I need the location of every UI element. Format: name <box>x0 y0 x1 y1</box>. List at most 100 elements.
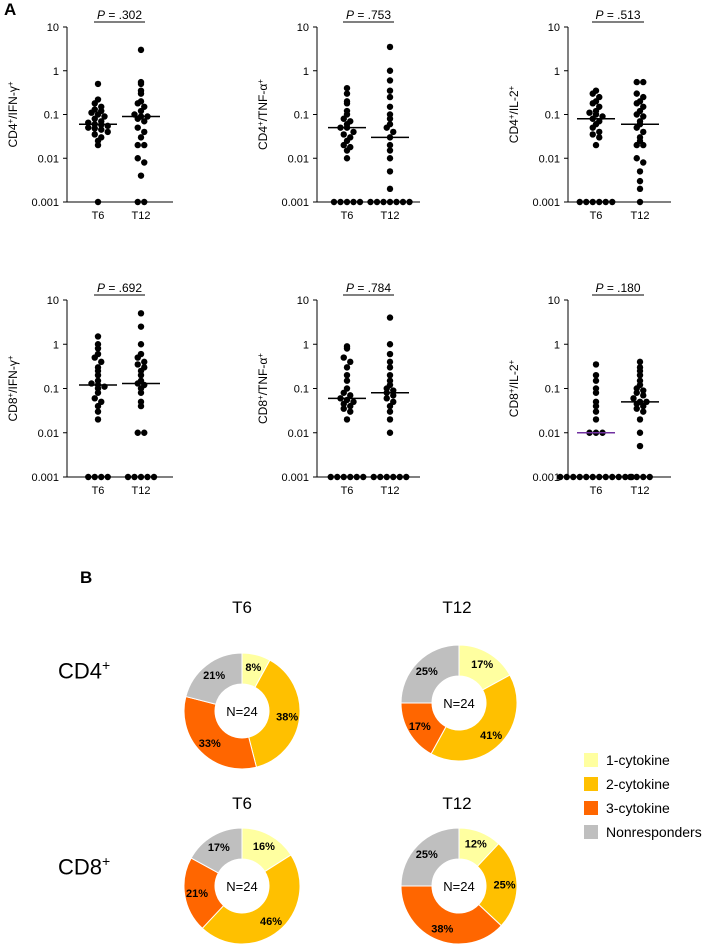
y-tick-label: 10 <box>297 295 309 307</box>
legend-item: 2-cytokine <box>584 772 702 796</box>
data-point <box>337 198 344 206</box>
data-point <box>343 364 351 371</box>
data-point <box>383 124 390 131</box>
data-point <box>141 141 148 149</box>
p-symbol: P <box>97 281 105 295</box>
p-value-label: P = .513 <box>595 8 640 22</box>
data-point <box>386 141 394 149</box>
p-value-text: = .302 <box>105 8 142 22</box>
panel-b-label: B <box>80 568 93 587</box>
data-point <box>124 473 132 481</box>
label-part: /IL-2 <box>507 90 521 114</box>
slice-label: 8% <box>245 662 261 674</box>
data-point <box>386 402 394 410</box>
y-tick-label: 10 <box>548 22 560 34</box>
data-point <box>399 198 407 206</box>
x-tick-label: T12 <box>381 485 400 497</box>
data-point <box>592 416 600 423</box>
data-point <box>633 405 640 412</box>
p-symbol: P <box>346 281 354 295</box>
y-tick-label: 0.001 <box>532 472 560 484</box>
data-point <box>596 473 603 481</box>
data-point <box>380 198 387 206</box>
data-point <box>98 126 105 133</box>
cd8-row-label: CD8+ <box>58 853 110 880</box>
donut-slice <box>183 695 258 770</box>
data-point <box>137 389 145 396</box>
data-point <box>633 100 640 107</box>
slice-label: 21% <box>186 888 208 900</box>
data-point <box>141 198 148 206</box>
data-point <box>340 141 347 149</box>
label-part: CD4 <box>507 119 521 143</box>
data-point <box>101 113 108 120</box>
y-tick-label: 1 <box>53 66 59 78</box>
y-tick-label: 10 <box>548 295 560 307</box>
data-point <box>137 323 145 330</box>
data-point <box>373 198 381 206</box>
data-point <box>386 87 394 94</box>
cd4-row-label: CD4+ <box>58 657 110 684</box>
data-point <box>640 402 647 410</box>
data-point <box>91 131 98 138</box>
data-point <box>390 392 397 399</box>
p-value-label: P = .692 <box>97 281 142 295</box>
legend-item: 3-cytokine <box>584 796 702 820</box>
data-point <box>131 473 138 481</box>
data-point <box>137 310 145 317</box>
data-point <box>633 124 640 131</box>
data-point <box>636 168 644 175</box>
donut-slice <box>248 659 301 768</box>
data-point <box>137 371 145 379</box>
y-tick-label: 0.01 <box>288 428 309 440</box>
donut-slice <box>201 854 301 945</box>
superscript-plus: + <box>256 79 265 84</box>
label-part: /TNF-α <box>256 358 270 396</box>
legend-label: 3-cytokine <box>606 800 670 816</box>
data-point <box>144 473 151 481</box>
data-point <box>576 198 583 206</box>
data-point <box>98 358 105 366</box>
donut-slice <box>400 827 460 887</box>
data-point <box>340 400 347 408</box>
donut-slice <box>400 885 502 945</box>
data-point <box>343 377 351 384</box>
data-point <box>340 131 347 138</box>
label-part: /IFN-γ <box>6 86 20 119</box>
data-point <box>94 389 102 396</box>
superscript-plus: + <box>507 359 516 364</box>
data-point <box>396 473 403 481</box>
data-point <box>347 358 354 366</box>
label-part: /TNF-α <box>256 84 270 122</box>
data-point <box>609 198 616 206</box>
data-point <box>137 341 145 348</box>
data-point <box>386 371 394 379</box>
data-point <box>627 473 634 481</box>
slice-label: 16% <box>253 841 275 853</box>
panel-a-label: A <box>4 0 17 19</box>
data-point <box>633 141 640 149</box>
data-point <box>589 131 596 138</box>
data-point <box>589 124 596 131</box>
y-tick-label: 0.1 <box>294 110 309 122</box>
data-point <box>640 78 647 86</box>
y-tick-label: 1 <box>53 339 59 351</box>
label-part: CD4 <box>6 123 20 147</box>
data-point <box>622 473 629 481</box>
data-point <box>592 408 600 415</box>
data-point <box>343 155 351 162</box>
legend-swatch <box>584 801 598 815</box>
x-tick-label: T12 <box>132 210 151 222</box>
data-point <box>340 405 347 412</box>
data-point <box>640 387 647 394</box>
data-point <box>636 416 644 423</box>
data-point <box>141 358 148 366</box>
data-point <box>630 395 637 402</box>
data-point <box>592 402 600 410</box>
data-point <box>589 90 596 97</box>
superscript-plus: + <box>256 353 265 358</box>
